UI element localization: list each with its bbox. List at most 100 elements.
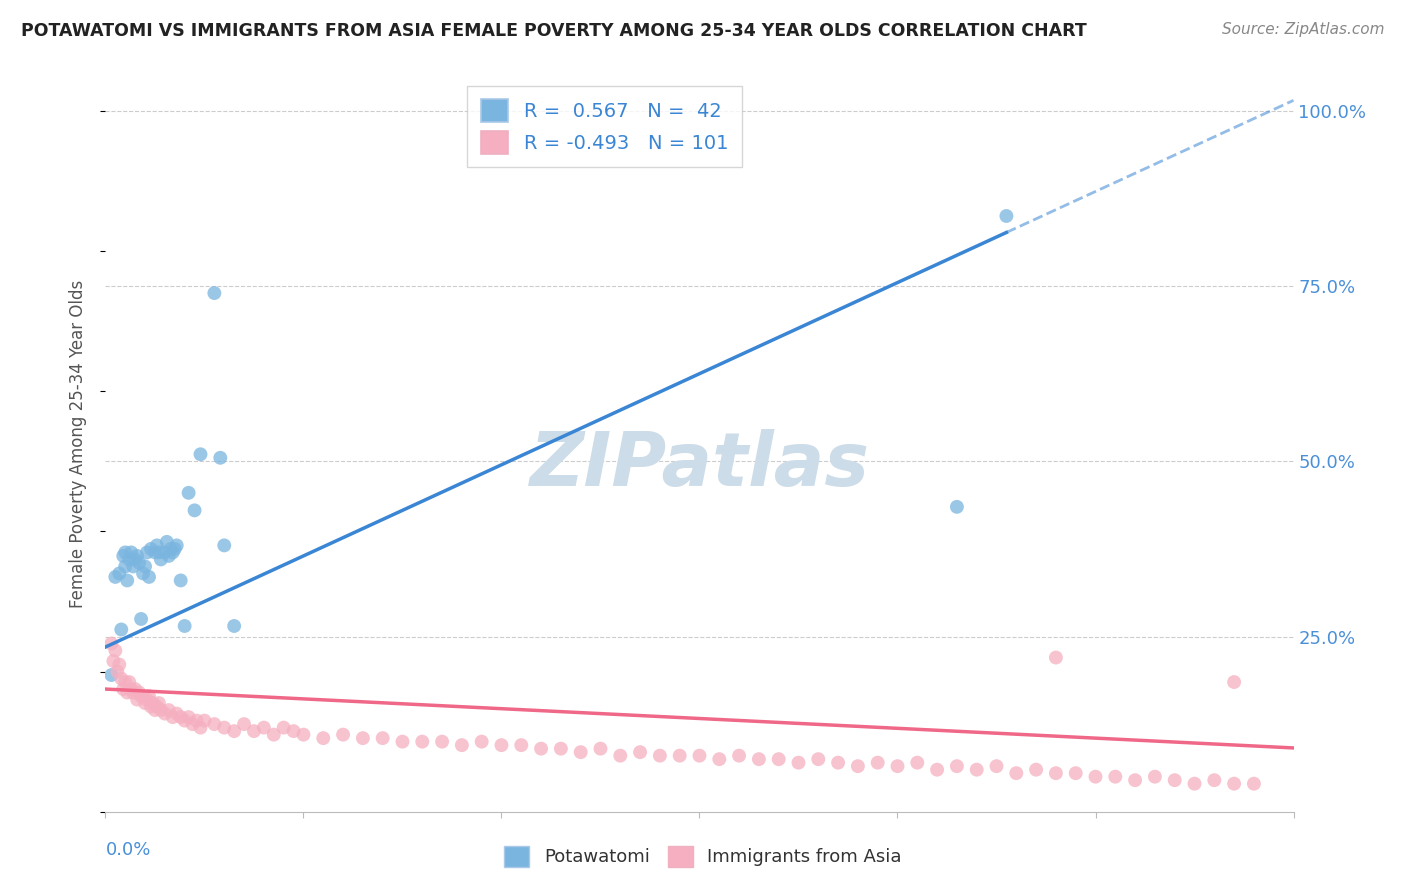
Point: [807, 752, 830, 766]
Point: [768, 752, 790, 766]
Point: [253, 721, 276, 735]
Point: [159, 541, 181, 556]
Legend: Potawatomi, Immigrants from Asia: Potawatomi, Immigrants from Asia: [496, 838, 910, 874]
Point: [134, 559, 156, 574]
Point: [103, 654, 125, 668]
Point: [136, 545, 159, 559]
Point: [105, 665, 128, 679]
Point: [170, 710, 193, 724]
Point: [273, 721, 295, 735]
Point: [292, 728, 315, 742]
Point: [905, 756, 928, 770]
Point: [589, 741, 612, 756]
Point: [668, 748, 690, 763]
Point: [139, 541, 162, 556]
Point: [166, 538, 188, 552]
Point: [312, 731, 335, 746]
Point: [139, 699, 162, 714]
Point: [129, 689, 152, 703]
Point: [1025, 763, 1047, 777]
Point: [1223, 777, 1246, 791]
Point: [1164, 773, 1187, 788]
Point: [112, 549, 135, 563]
Point: [1084, 770, 1107, 784]
Point: [129, 612, 152, 626]
Point: [156, 534, 179, 549]
Point: [183, 503, 205, 517]
Point: [1184, 777, 1206, 791]
Point: [127, 692, 149, 706]
Point: [132, 566, 155, 581]
Point: [1143, 770, 1166, 784]
Point: [648, 748, 671, 763]
Point: [108, 566, 131, 581]
Point: [214, 721, 236, 735]
Point: [148, 696, 170, 710]
Point: [136, 692, 159, 706]
Point: [202, 286, 225, 301]
Point: [1064, 766, 1087, 780]
Point: [115, 685, 138, 699]
Point: [628, 745, 651, 759]
Point: [995, 209, 1018, 223]
Point: [143, 545, 166, 559]
Point: [112, 682, 135, 697]
Point: [986, 759, 1008, 773]
Point: [104, 570, 127, 584]
Point: [510, 738, 533, 752]
Point: [186, 714, 208, 728]
Point: [728, 748, 751, 763]
Point: [142, 696, 165, 710]
Point: [283, 724, 305, 739]
Point: [120, 682, 142, 697]
Point: [162, 545, 184, 559]
Point: [143, 703, 166, 717]
Point: [243, 724, 266, 739]
Point: [115, 574, 138, 588]
Point: [966, 763, 988, 777]
Point: [1204, 773, 1226, 788]
Point: [450, 738, 472, 752]
Point: [709, 752, 731, 766]
Point: [430, 734, 453, 748]
Point: [233, 717, 256, 731]
Point: [193, 714, 215, 728]
Point: [173, 619, 195, 633]
Point: [134, 696, 156, 710]
Point: [190, 447, 212, 461]
Point: [181, 717, 204, 731]
Point: [866, 756, 889, 770]
Point: [153, 545, 176, 559]
Point: [127, 549, 149, 563]
Point: [122, 685, 145, 699]
Point: [128, 556, 150, 570]
Point: [118, 675, 141, 690]
Point: [173, 714, 195, 728]
Point: [689, 748, 711, 763]
Point: [177, 485, 200, 500]
Point: [550, 741, 572, 756]
Point: [748, 752, 770, 766]
Point: [157, 549, 180, 563]
Point: [148, 545, 170, 559]
Y-axis label: Female Poverty Among 25-34 Year Olds: Female Poverty Among 25-34 Year Olds: [69, 280, 87, 607]
Point: [114, 559, 136, 574]
Point: [100, 636, 122, 650]
Point: [124, 552, 146, 566]
Point: [114, 545, 136, 559]
Point: [946, 759, 969, 773]
Point: [146, 538, 169, 552]
Point: [1243, 777, 1265, 791]
Point: [224, 619, 246, 633]
Point: [209, 450, 232, 465]
Text: POTAWATOMI VS IMMIGRANTS FROM ASIA FEMALE POVERTY AMONG 25-34 YEAR OLDS CORRELAT: POTAWATOMI VS IMMIGRANTS FROM ASIA FEMAL…: [21, 22, 1087, 40]
Point: [177, 710, 200, 724]
Point: [1045, 650, 1067, 665]
Point: [224, 724, 246, 739]
Text: 0.0%: 0.0%: [105, 841, 150, 859]
Point: [153, 706, 176, 721]
Point: [827, 756, 849, 770]
Legend: R =  0.567   N =  42, R = -0.493   N = 101: R = 0.567 N = 42, R = -0.493 N = 101: [467, 86, 742, 168]
Point: [530, 741, 553, 756]
Point: [122, 559, 145, 574]
